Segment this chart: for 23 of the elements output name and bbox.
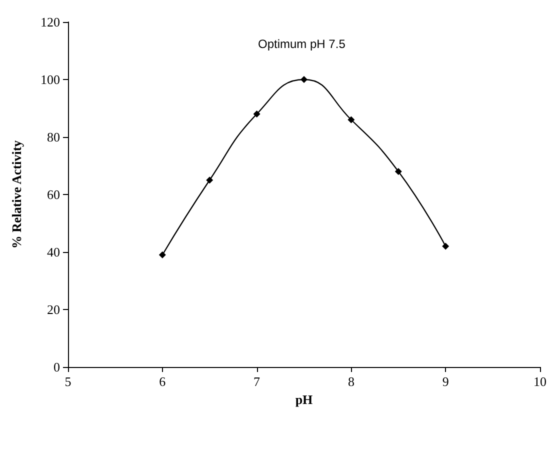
point xyxy=(253,110,260,118)
point xyxy=(348,116,355,124)
x-tick-label: 8 xyxy=(348,374,354,389)
x-tick-label: 5 xyxy=(64,374,72,389)
y-tick-label: 20 xyxy=(47,302,60,317)
point xyxy=(300,76,308,83)
y-tick-label: 0 xyxy=(54,360,60,374)
y-axis-title: % Relative Activity xyxy=(9,140,24,249)
x-axis-title: pH xyxy=(295,392,313,407)
x-tick-label: 7 xyxy=(254,374,261,389)
x-tick-label: 6 xyxy=(159,374,166,389)
x-tick-label: 9 xyxy=(442,374,449,389)
annotation: Optimum pH 7.5 xyxy=(258,37,346,51)
y-tick-label: 120 xyxy=(40,14,60,30)
y-tick-label: 40 xyxy=(47,244,60,260)
point xyxy=(206,176,214,184)
x-tick-label: 10 xyxy=(534,374,546,389)
point xyxy=(442,242,450,250)
point xyxy=(394,168,402,175)
y-tick-label: 100 xyxy=(40,72,60,87)
y-tick-label: 80 xyxy=(47,130,60,144)
y-tick-label: 60 xyxy=(47,187,60,202)
point xyxy=(158,251,166,258)
